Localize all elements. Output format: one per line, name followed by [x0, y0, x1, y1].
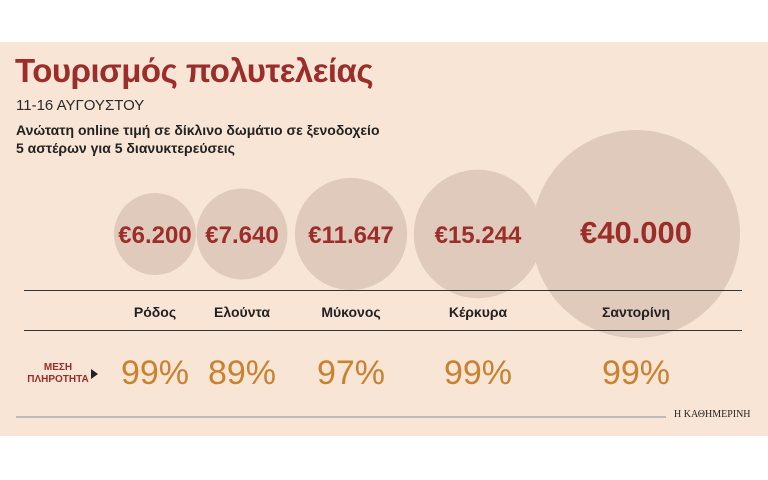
subtitle-line-2: 5 αστέρων για 5 διανυκτερεύσεις	[16, 140, 235, 156]
divider-bottom	[24, 330, 742, 331]
occupancy-value: 99%	[443, 354, 513, 392]
date-range: 11-16 ΑΥΓΟΥΣΤΟΥ	[16, 97, 145, 114]
city-label: Σαντορίνη	[601, 304, 671, 320]
occupancy-value: 99%	[120, 354, 190, 392]
price-label: €7.640	[205, 222, 278, 249]
occupancy-label: ΜΕΣΗ ΠΛΗΡΟΤΗΤΑ	[18, 362, 98, 386]
price-bubble	[114, 193, 196, 275]
page-title: Τουρισμός πολυτελείας	[15, 52, 374, 89]
city-label: Ελούντα	[214, 304, 270, 320]
city-label: Μύκονος	[321, 304, 381, 320]
price-bubble	[413, 169, 543, 299]
subtitle-line-1: Ανώτατη online τιμή σε δίκλινο δωμάτιο σ…	[16, 122, 380, 138]
occupancy-value: 89%	[207, 354, 277, 392]
price-label: €15.244	[435, 222, 522, 249]
city-label: Ρόδος	[133, 304, 177, 320]
occupancy-value: 99%	[601, 354, 671, 392]
price-bubble	[196, 188, 288, 280]
price-label: €11.647	[308, 222, 393, 249]
divider-top	[24, 290, 742, 291]
occupancy-label-line2: ΠΛΗΡΟΤΗΤΑ	[27, 374, 89, 385]
price-label: €40.000	[580, 215, 692, 250]
infographic-panel: Τουρισμός πολυτελείας 11-16 ΑΥΓΟΥΣΤΟΥ Αν…	[0, 42, 768, 436]
price-bubble	[532, 130, 740, 338]
city-label: Κέρκυρα	[448, 304, 508, 320]
occupancy-label-line1: ΜΕΣΗ	[43, 362, 73, 373]
arrow-right-icon	[91, 369, 98, 379]
footer-rule	[16, 416, 666, 418]
price-bubble	[294, 177, 408, 291]
occupancy-value: 97%	[316, 354, 386, 392]
source-credit: Η ΚΑΘΗΜΕΡΙΝΗ	[674, 409, 751, 420]
bubble-chart: €6.200 €7.640 €11.647 €15.244 €40.000	[114, 130, 740, 338]
price-label: €6.200	[118, 222, 191, 249]
